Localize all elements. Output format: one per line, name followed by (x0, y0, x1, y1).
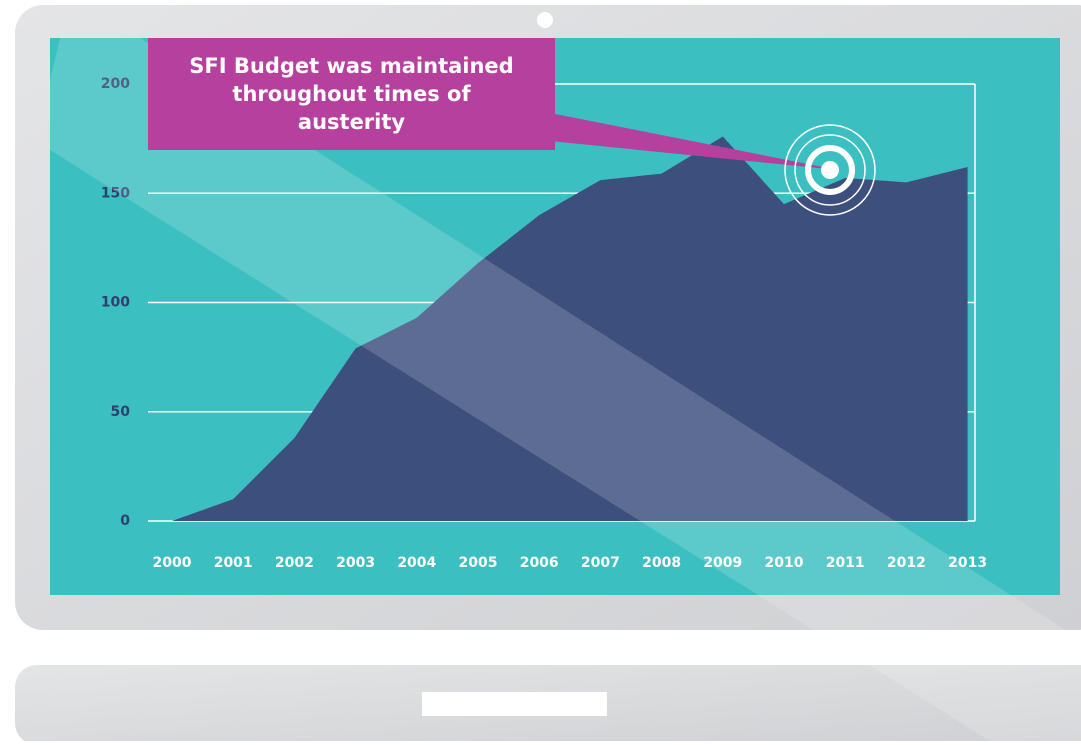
x-tick-label: 2002 (275, 555, 314, 571)
x-tick-label: 2006 (520, 555, 559, 571)
x-tick-label: 2005 (459, 555, 498, 571)
y-tick-label: 0 (120, 513, 130, 529)
y-tick-label: 100 (101, 295, 130, 311)
x-tick-label: 2000 (153, 555, 192, 571)
x-tick-label: 2007 (581, 555, 620, 571)
camera (537, 12, 553, 28)
laptop-illustration: 050100150200 200020012002200320042005200… (0, 0, 1081, 741)
x-tick-label: 2004 (397, 555, 436, 571)
x-tick-label: 2003 (336, 555, 375, 571)
x-tick-label: 2008 (642, 555, 681, 571)
y-tick-label: 50 (111, 404, 131, 420)
trackpad (422, 692, 607, 716)
x-tick-label: 2001 (214, 555, 253, 571)
annotation: SFI Budget was maintained throughout tim… (148, 38, 555, 150)
